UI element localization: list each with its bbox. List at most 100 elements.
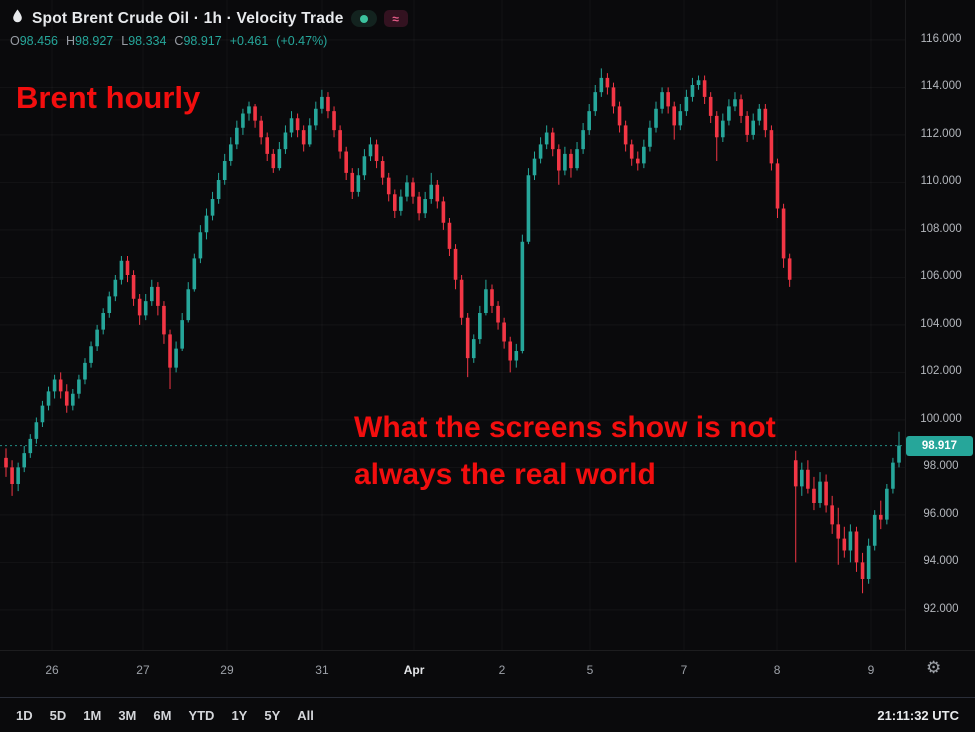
price-tick-92: 92.000 — [923, 602, 959, 615]
range-all[interactable]: All — [297, 707, 314, 723]
candle — [860, 552, 865, 594]
time-axis[interactable]: ⚙ 26 27 29 31 Apr 2 5 7 8 9 — [0, 650, 975, 698]
range-selector: 1D 5D 1M 3M 6M YTD 1Y 5Y All — [16, 708, 314, 723]
candle — [168, 329, 172, 390]
high-value: 98.927 — [75, 34, 114, 48]
candle — [162, 301, 166, 344]
price-tick-106: 106.000 — [920, 270, 962, 283]
chart-canvas[interactable] — [0, 0, 905, 650]
candle — [356, 168, 361, 197]
candle — [119, 256, 124, 285]
candle — [848, 524, 853, 563]
candle — [623, 120, 628, 152]
candle — [733, 92, 737, 112]
candle — [866, 538, 871, 584]
candle — [198, 225, 203, 264]
price-tick-98: 98.000 — [923, 460, 959, 473]
candle — [897, 431, 901, 468]
candle — [787, 253, 792, 287]
candle — [793, 450, 798, 563]
price-tick-104: 104.000 — [920, 317, 962, 330]
price-tick-102: 102.000 — [920, 365, 962, 378]
utc-clock[interactable]: 21:11:32 UTC — [877, 707, 959, 723]
candle — [465, 313, 470, 378]
range-ytd[interactable]: YTD — [188, 707, 215, 723]
candle — [872, 510, 877, 551]
candle — [10, 460, 14, 496]
candle — [216, 172, 221, 204]
candle — [447, 218, 452, 257]
date-tick-5: 5 — [586, 663, 594, 677]
candle — [386, 172, 391, 202]
annotation-screens: What the screens show is not always the … — [354, 404, 776, 498]
open-value: 98.456 — [19, 34, 58, 48]
candle — [532, 151, 537, 181]
candle — [241, 108, 245, 135]
range-1y[interactable]: 1Y — [231, 707, 248, 723]
market-status-icon[interactable] — [350, 10, 377, 27]
candle — [95, 324, 99, 352]
candle — [690, 77, 695, 102]
range-1m[interactable]: 1M — [83, 707, 102, 723]
candle — [508, 336, 513, 373]
candle — [174, 341, 178, 373]
range-5y[interactable]: 5Y — [264, 707, 281, 723]
candle — [429, 172, 434, 204]
candle — [58, 372, 63, 399]
candle — [380, 156, 385, 185]
candle — [186, 282, 191, 323]
candle — [314, 101, 318, 131]
candle — [642, 139, 646, 169]
symbol-title[interactable]: Spot Brent Crude Oil · 1h · Velocity Tra… — [32, 9, 344, 27]
candle — [702, 75, 707, 105]
droplet-icon — [10, 8, 25, 29]
last-price-badge: 98.917 — [906, 435, 973, 456]
candle — [71, 389, 75, 411]
candle — [16, 462, 20, 492]
candle — [259, 115, 263, 145]
price-tick-110: 110.000 — [920, 175, 962, 188]
candle — [40, 400, 45, 428]
settings-icon[interactable]: ⚙ — [926, 658, 942, 677]
range-5d[interactable]: 5D — [49, 707, 67, 723]
bottom-toolbar: 1D 5D 1M 3M 6M YTD 1Y 5Y All 21:11:32 UTC — [0, 697, 975, 732]
candle — [137, 294, 142, 325]
candle — [307, 118, 312, 147]
candle — [830, 495, 834, 534]
approx-data-icon[interactable]: ≈ — [383, 10, 408, 27]
candle — [192, 253, 197, 292]
price-tick-108: 108.000 — [920, 222, 962, 235]
annotation-screens-line1: What the screens show is not — [354, 411, 776, 444]
candle — [617, 101, 622, 133]
price-tick-96: 96.000 — [923, 507, 959, 520]
candle — [581, 123, 585, 154]
candle — [52, 374, 57, 399]
candle — [878, 500, 883, 530]
candle — [301, 125, 306, 152]
candle — [745, 111, 749, 143]
candle — [538, 137, 543, 164]
candle — [374, 139, 379, 169]
candle — [739, 94, 743, 124]
ohlc-row: O98.456 H98.927 L98.334 C98.917 +0.461 (… — [10, 34, 408, 48]
candle — [684, 89, 689, 116]
price-axis[interactable]: 116.000 114.000 112.000 110.000 108.000 106.0… — [905, 0, 975, 650]
range-1d[interactable]: 1D — [16, 707, 33, 723]
range-6m[interactable]: 6M — [153, 707, 172, 723]
close-label: C — [174, 34, 184, 48]
candle — [648, 120, 652, 152]
candle — [368, 137, 373, 162]
candle — [611, 82, 616, 114]
candle — [265, 132, 270, 162]
candle — [204, 208, 209, 240]
date-tick-7: 7 — [680, 663, 688, 677]
date-tick-27: 27 — [136, 663, 150, 677]
candle — [824, 474, 828, 513]
candle — [575, 142, 579, 171]
candle — [557, 144, 561, 185]
candle — [654, 101, 658, 133]
change-percent: (+0.47%) — [276, 34, 328, 48]
date-tick-2: 2 — [498, 663, 506, 677]
range-3m[interactable]: 3M — [118, 707, 137, 723]
